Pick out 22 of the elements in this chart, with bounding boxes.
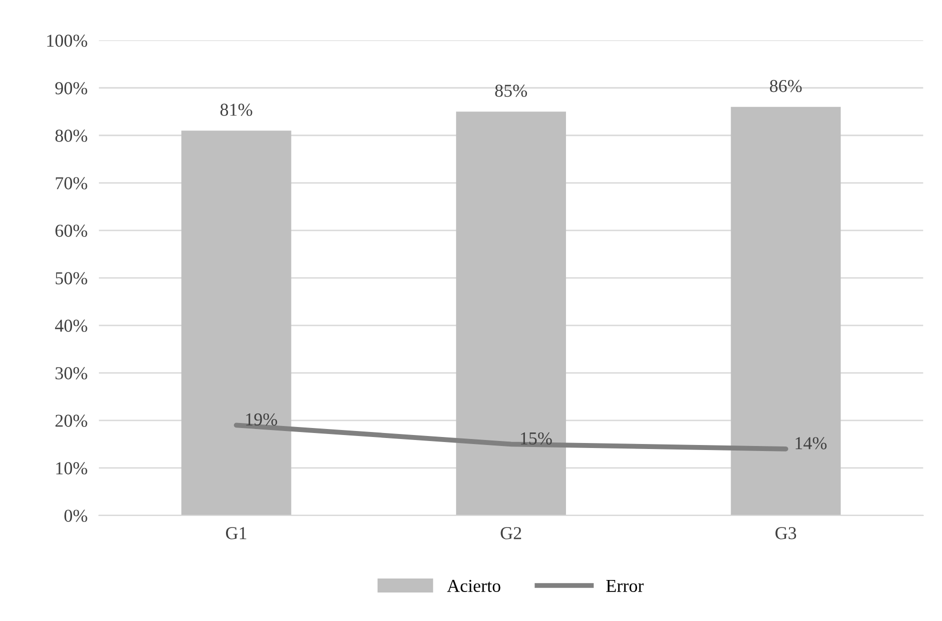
legend-label: Error [606, 580, 644, 592]
x-tick-label: G2 [500, 527, 522, 540]
data-label: 81% [220, 104, 252, 116]
y-tick-label: 70% [56, 177, 88, 190]
y-tick-label: 30% [56, 367, 88, 380]
data-label: 14% [796, 437, 827, 450]
x-tick-label: G3 [775, 527, 796, 540]
data-label: 19% [246, 413, 278, 426]
y-tick-label: 80% [55, 130, 88, 142]
y-tick-label: 100% [47, 34, 88, 47]
y-tick-label: 0% [64, 510, 88, 522]
legend-label: Acierto [447, 580, 500, 592]
data-label: 86% [770, 80, 802, 92]
data-label: 15% [520, 432, 552, 445]
y-tick-label: 40% [55, 320, 88, 332]
y-tick-label: 50% [56, 272, 88, 284]
y-tick-label: 10% [56, 462, 88, 474]
x-tick-label: G1 [226, 527, 246, 540]
y-tick-label: 60% [55, 224, 88, 237]
y-tick-label: 20% [55, 414, 88, 427]
data-label: 85% [495, 84, 527, 97]
y-tick-label: 90% [55, 82, 88, 94]
